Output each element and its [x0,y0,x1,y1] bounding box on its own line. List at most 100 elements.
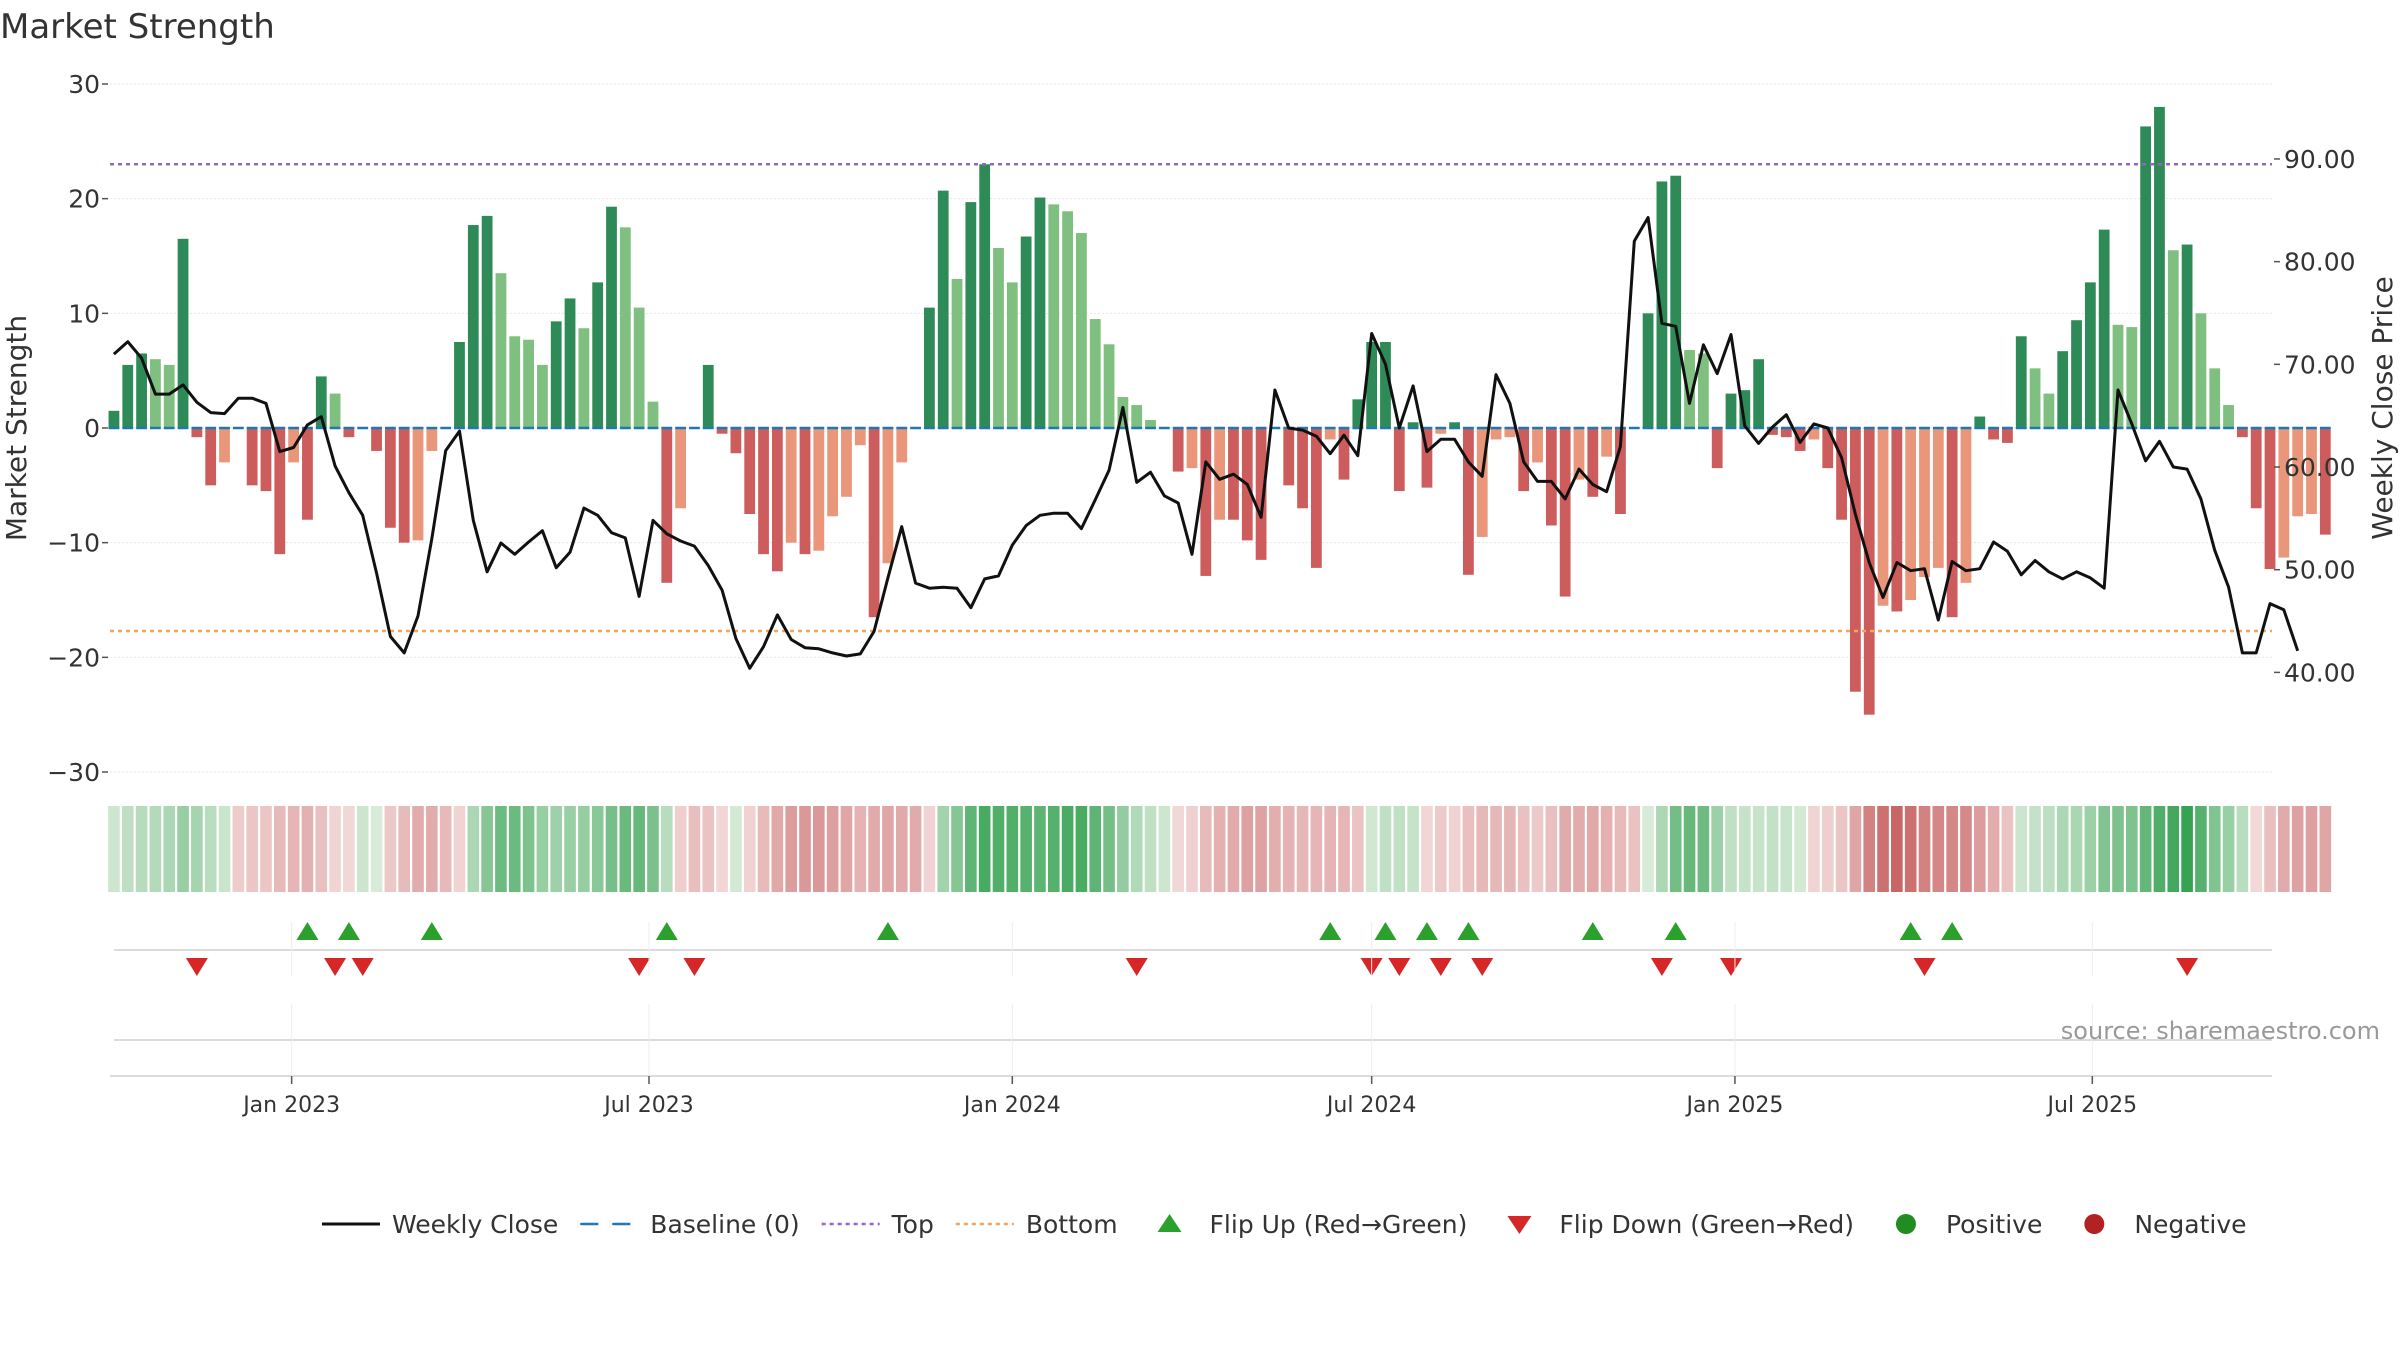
strip-cell [1808,806,1820,892]
strength-bar [675,428,687,509]
strength-bar [2167,250,2179,428]
strip-cell [246,806,258,892]
strength-bar [163,364,175,428]
strip-cell [1642,806,1654,892]
flip-down-marker [351,958,374,976]
strength-bar [2084,282,2096,428]
flip-down-marker [1388,958,1411,976]
legend-label: Positive [1946,1210,2042,1239]
strength-bar [2250,428,2262,509]
strength-bar [1836,428,1847,520]
y-tick-label: 0 [84,414,100,443]
strength-bar [1780,428,1792,438]
strip-cell [1089,806,1102,892]
strip-cell [799,806,811,892]
strength-bar [1380,342,1391,428]
strength-bar [246,428,258,486]
strength-bar [1601,428,1613,457]
strip-cell [1269,806,1281,892]
strip-cell [1739,806,1751,892]
strip-cell [730,806,742,892]
strip-cell [2181,806,2193,892]
strength-bar [619,227,631,428]
strength-bar [592,282,604,428]
legend-swatch-positive [1895,1214,1916,1234]
strip-cell [2195,806,2207,892]
strength-bar [1131,405,1143,428]
flip-down-marker [1125,958,1148,976]
strength-bar [1297,428,1308,509]
strength-bar [1186,428,1198,469]
strip-cell [2319,806,2332,892]
flip-down-marker [1913,958,1936,976]
strip-cell [757,806,770,892]
strip-cell [605,806,618,892]
strip-cell [1047,806,1060,892]
flip-up-marker [296,922,319,940]
strength-bars [108,106,2331,715]
flip-down-marker [1720,958,1743,976]
strength-bar [260,428,272,492]
strip-cell [439,806,452,892]
x-tick-label: Jan 2024 [962,1093,1061,1118]
strip-cell [1517,806,1530,892]
x-tick-label: Jan 2023 [241,1093,340,1118]
strength-bar [1034,197,1046,428]
strength-bar [923,307,935,428]
flip-down-marker [628,958,651,976]
reference-lines [108,163,2331,633]
legend-swatch-negative [2084,1214,2105,1234]
strip-cell [2250,806,2263,892]
strip-cell [2043,806,2055,892]
strength-bar [1711,428,1723,469]
strip-cell [453,806,466,892]
strength-bar [1048,204,1060,428]
strip-cell [260,806,272,892]
legend-item: Negative [2084,1210,2247,1239]
flip-up-marker [1664,922,1687,940]
legend-label: Flip Up (Red→Green) [1210,1210,1468,1239]
strength-bar [412,428,424,541]
strength-bar [1532,428,1543,463]
strip-cell [633,806,645,892]
strip-cell [1421,806,1433,892]
strength-bar [1559,428,1571,597]
strength-bar [1407,422,1419,428]
strength-bar [219,428,230,463]
strength-bar [2154,106,2165,428]
strip-cell [1669,806,1682,892]
strip-cell [1987,806,2000,892]
x-tick-label: Jul 2023 [602,1093,694,1118]
strength-bar [937,190,949,428]
strip-cell [1794,806,1806,892]
strip-cell [2112,806,2124,892]
strip-cell [398,806,410,892]
strip-cell [1117,806,1129,892]
strip-cell [992,806,1005,892]
strip-cell [1863,806,1876,892]
strip-cell [937,806,950,892]
strip-cell [163,806,176,892]
flip-down-marker [1650,958,1673,976]
strength-heat-strip [108,806,2332,892]
strip-cell [426,806,438,892]
strength-bar [1932,428,1944,568]
strength-bar [1310,428,1322,568]
strip-cell [370,806,383,892]
legend-label: Flip Down (Green→Red) [1559,1210,1854,1239]
strength-bar [2057,351,2069,428]
strength-bar [1642,313,1654,428]
strip-cell [1891,806,1903,892]
strength-bar [1753,359,1765,428]
strip-cell [1683,806,1696,892]
strip-cell [1614,806,1627,892]
strip-cell [1476,806,1489,892]
strength-bar [122,364,134,428]
strip-cell [1365,806,1378,892]
strip-cell [1656,806,1668,892]
strength-bar [1490,428,1502,440]
strip-cell [1186,806,1198,892]
strength-bar [384,428,396,528]
flip-up-marker [1581,922,1604,940]
strength-bar [1656,181,1668,428]
